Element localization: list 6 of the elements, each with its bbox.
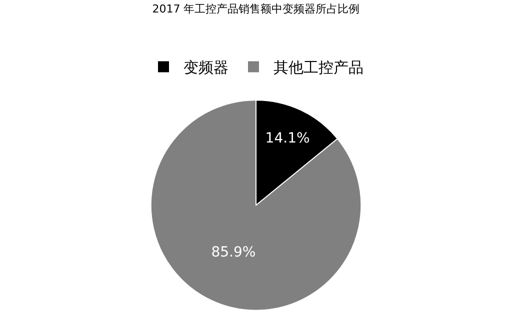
legend-label: 其他工控产品	[274, 58, 364, 77]
data-label: 14.1%	[265, 130, 310, 147]
chart-title: 2017 年工控产品销售额中变频器所占比例	[152, 2, 360, 16]
pie-slice	[150, 100, 362, 311]
data-label: 85.9%	[211, 244, 256, 261]
legend-label: 变频器	[184, 58, 228, 77]
